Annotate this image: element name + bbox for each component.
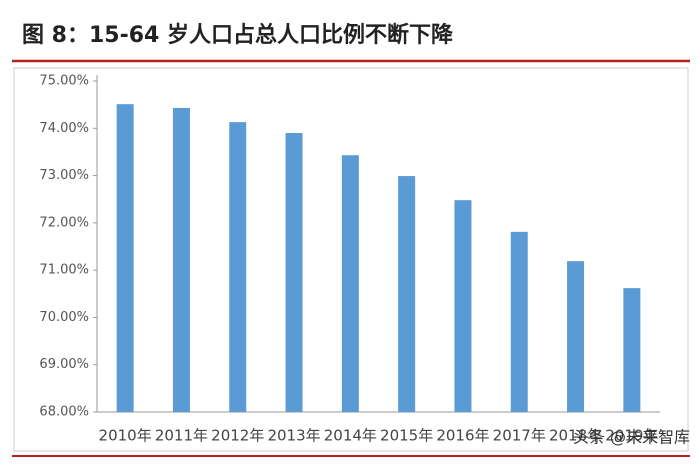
bar <box>285 133 303 412</box>
watermark: 头条 @未来智库 <box>573 428 690 447</box>
y-tick-label: 75.00% <box>39 74 89 89</box>
x-tick-label: 2014年 <box>324 427 377 445</box>
bar <box>116 104 134 413</box>
y-tick-label: 74.00% <box>39 121 89 136</box>
y-tick-label: 72.00% <box>39 215 89 230</box>
bar <box>623 288 641 412</box>
x-tick-label: 2013年 <box>267 427 320 445</box>
x-tick-label: 2016年 <box>436 427 489 445</box>
y-tick-label: 69.00% <box>39 357 89 372</box>
y-tick-label: 73.00% <box>39 168 89 183</box>
x-tick-label: 2018年 <box>549 427 602 445</box>
chart-title: 图 8：15-64 岁人口占总人口比例不断下降 <box>22 22 454 48</box>
x-tick-label: 2019年 <box>605 427 658 445</box>
y-tick-label: 70.00% <box>39 310 89 325</box>
plot-frame <box>13 67 689 452</box>
bar <box>510 231 528 412</box>
bar <box>172 107 190 413</box>
x-tick-label: 2017年 <box>493 427 546 445</box>
x-tick-label: 2011年 <box>155 427 208 445</box>
y-tick-label: 68.00% <box>39 405 89 420</box>
bar <box>454 200 472 412</box>
bar <box>567 261 585 412</box>
bar <box>341 155 359 412</box>
x-tick-label: 2012年 <box>211 427 264 445</box>
y-tick-label: 71.00% <box>39 263 89 278</box>
x-tick-label: 2010年 <box>99 427 152 445</box>
x-tick-label: 2015年 <box>380 427 433 445</box>
bar <box>229 122 247 412</box>
bar <box>398 176 416 412</box>
